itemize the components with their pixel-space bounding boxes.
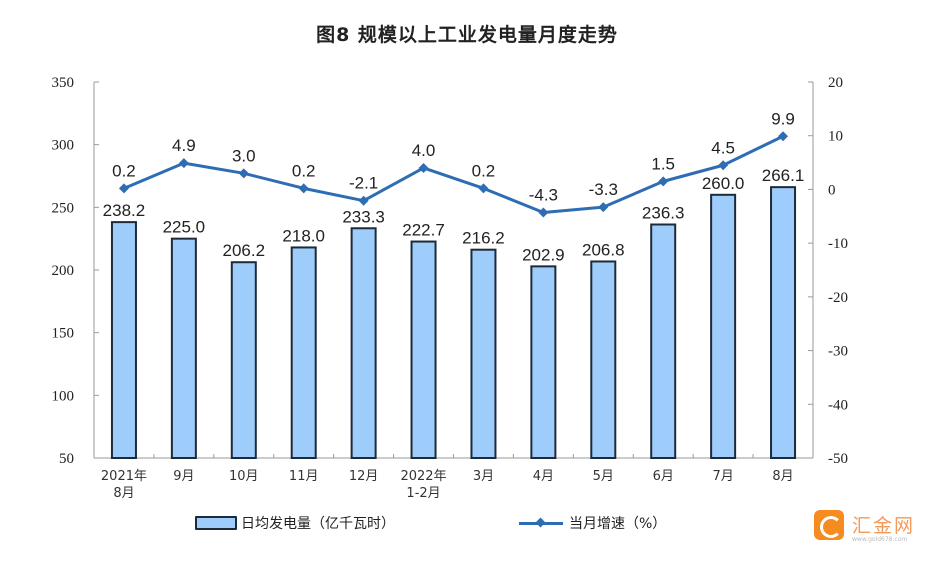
line-value-label: 0.2 bbox=[472, 161, 496, 180]
line-value-label: 1.5 bbox=[651, 154, 675, 173]
line-value-label: 3.0 bbox=[232, 146, 256, 165]
line-value-label: 4.9 bbox=[172, 136, 196, 155]
legend: 日均发电量（亿千瓦时） 当月增速（%） bbox=[195, 513, 715, 537]
category-label: 1-2月 bbox=[406, 486, 440, 501]
right-tick-label: -30 bbox=[828, 344, 848, 360]
category-label: 8月 bbox=[772, 469, 793, 484]
bar-value-label: 260.0 bbox=[702, 174, 745, 193]
left-tick-label: 300 bbox=[52, 138, 75, 154]
right-tick-label: -40 bbox=[828, 397, 848, 413]
bar-value-label: 222.7 bbox=[402, 221, 445, 240]
category-label: 3月 bbox=[473, 469, 494, 484]
category-label: 2021年 bbox=[101, 469, 147, 484]
diamond-marker-icon bbox=[658, 176, 669, 187]
diamond-marker-icon bbox=[598, 202, 609, 213]
category-label: 5月 bbox=[593, 469, 614, 484]
category-label: 9月 bbox=[173, 469, 194, 484]
bar-value-label: 233.3 bbox=[342, 207, 385, 226]
category-label: 2022年 bbox=[400, 469, 446, 484]
right-tick-label: 0 bbox=[828, 182, 836, 198]
line-value-label: -4.3 bbox=[529, 186, 558, 205]
line-value-label: -2.1 bbox=[349, 174, 378, 193]
watermark-url: www.gold678.com bbox=[852, 536, 908, 543]
category-label: 8月 bbox=[113, 486, 134, 501]
right-tick-label: -10 bbox=[828, 236, 848, 252]
bar bbox=[530, 265, 557, 459]
watermark-name: 汇金网 bbox=[852, 515, 916, 537]
chart-title: 图8 规模以上工业发电量月度走势 bbox=[316, 24, 618, 46]
diamond-marker-icon bbox=[718, 160, 729, 171]
diamond-marker-icon bbox=[478, 183, 489, 194]
bar bbox=[710, 193, 737, 460]
legend-item-line: 当月增速（%） bbox=[519, 513, 666, 533]
left-tick-label: 200 bbox=[52, 263, 75, 279]
data-labels: 238.2 225.0 206.2 218.0 233.3 222.7 216.2 202.9… bbox=[103, 109, 805, 264]
line-value-label: 0.2 bbox=[112, 161, 136, 180]
left-tick-label: 50 bbox=[59, 451, 74, 467]
bar-value-label: 206.2 bbox=[223, 241, 266, 260]
category-label: 12月 bbox=[349, 469, 379, 484]
left-tick-label: 150 bbox=[52, 326, 75, 342]
watermark-logo-icon bbox=[814, 510, 844, 540]
watermark: 汇金网 www.gold678.com bbox=[814, 510, 924, 550]
bar bbox=[770, 186, 797, 459]
legend-line-label: 当月增速（%） bbox=[569, 516, 667, 532]
right-tick-label: -20 bbox=[828, 290, 848, 306]
diamond-marker-icon bbox=[358, 195, 369, 206]
bar bbox=[470, 248, 497, 459]
category-label: 6月 bbox=[653, 469, 674, 484]
left-tick-label: 350 bbox=[52, 75, 75, 91]
diamond-marker-icon bbox=[298, 183, 309, 194]
left-tick-label: 250 bbox=[52, 200, 75, 216]
bar-swatch-icon bbox=[195, 516, 237, 530]
line-marker-swatch-icon bbox=[519, 521, 563, 525]
bar bbox=[170, 237, 197, 459]
legend-bar-label: 日均发电量（亿千瓦时） bbox=[241, 516, 395, 532]
line-series bbox=[118, 131, 789, 218]
diamond-marker-icon bbox=[178, 158, 189, 169]
bar-value-label: 236.3 bbox=[642, 204, 685, 223]
axes: 50 100 150 200 250 300 350 -50 -40 -30 -20 -10 0 10 20… bbox=[52, 75, 849, 501]
left-tick-label: 100 bbox=[52, 388, 75, 404]
bar-value-label: 206.8 bbox=[582, 240, 625, 259]
diamond-marker-icon bbox=[778, 131, 789, 142]
bar-series bbox=[110, 186, 797, 460]
right-tick-label: -50 bbox=[828, 451, 848, 467]
bar bbox=[590, 260, 617, 459]
bar bbox=[290, 246, 317, 459]
bar bbox=[410, 240, 437, 459]
line-value-label: 0.2 bbox=[292, 161, 316, 180]
bar bbox=[110, 221, 137, 459]
bar-value-label: 202.9 bbox=[522, 245, 565, 264]
bar-value-label: 218.0 bbox=[282, 226, 325, 245]
line-value-label: 4.5 bbox=[711, 138, 735, 157]
legend-item-bar: 日均发电量（亿千瓦时） bbox=[195, 513, 395, 533]
line-value-label: 9.9 bbox=[771, 109, 795, 128]
category-label: 10月 bbox=[229, 469, 259, 484]
diamond-marker-icon bbox=[418, 162, 429, 173]
bar-value-label: 266.1 bbox=[762, 166, 805, 185]
growth-line bbox=[123, 134, 784, 215]
bar bbox=[350, 227, 377, 459]
diamond-marker-icon bbox=[538, 207, 549, 218]
diamond-marker-icon bbox=[118, 183, 129, 194]
bar bbox=[650, 223, 677, 459]
bar bbox=[230, 261, 257, 459]
category-label: 11月 bbox=[289, 469, 319, 484]
category-label: 7月 bbox=[712, 469, 733, 484]
line-value-label: 4.0 bbox=[412, 141, 436, 160]
right-tick-label: 20 bbox=[828, 75, 843, 91]
bar-value-label: 225.0 bbox=[163, 218, 206, 237]
right-tick-label: 10 bbox=[828, 129, 843, 145]
diamond-marker-icon bbox=[238, 168, 249, 179]
line-value-label: -3.3 bbox=[589, 180, 618, 199]
bar-value-label: 238.2 bbox=[103, 201, 146, 220]
bar-value-label: 216.2 bbox=[462, 229, 505, 248]
category-label: 4月 bbox=[533, 469, 554, 484]
